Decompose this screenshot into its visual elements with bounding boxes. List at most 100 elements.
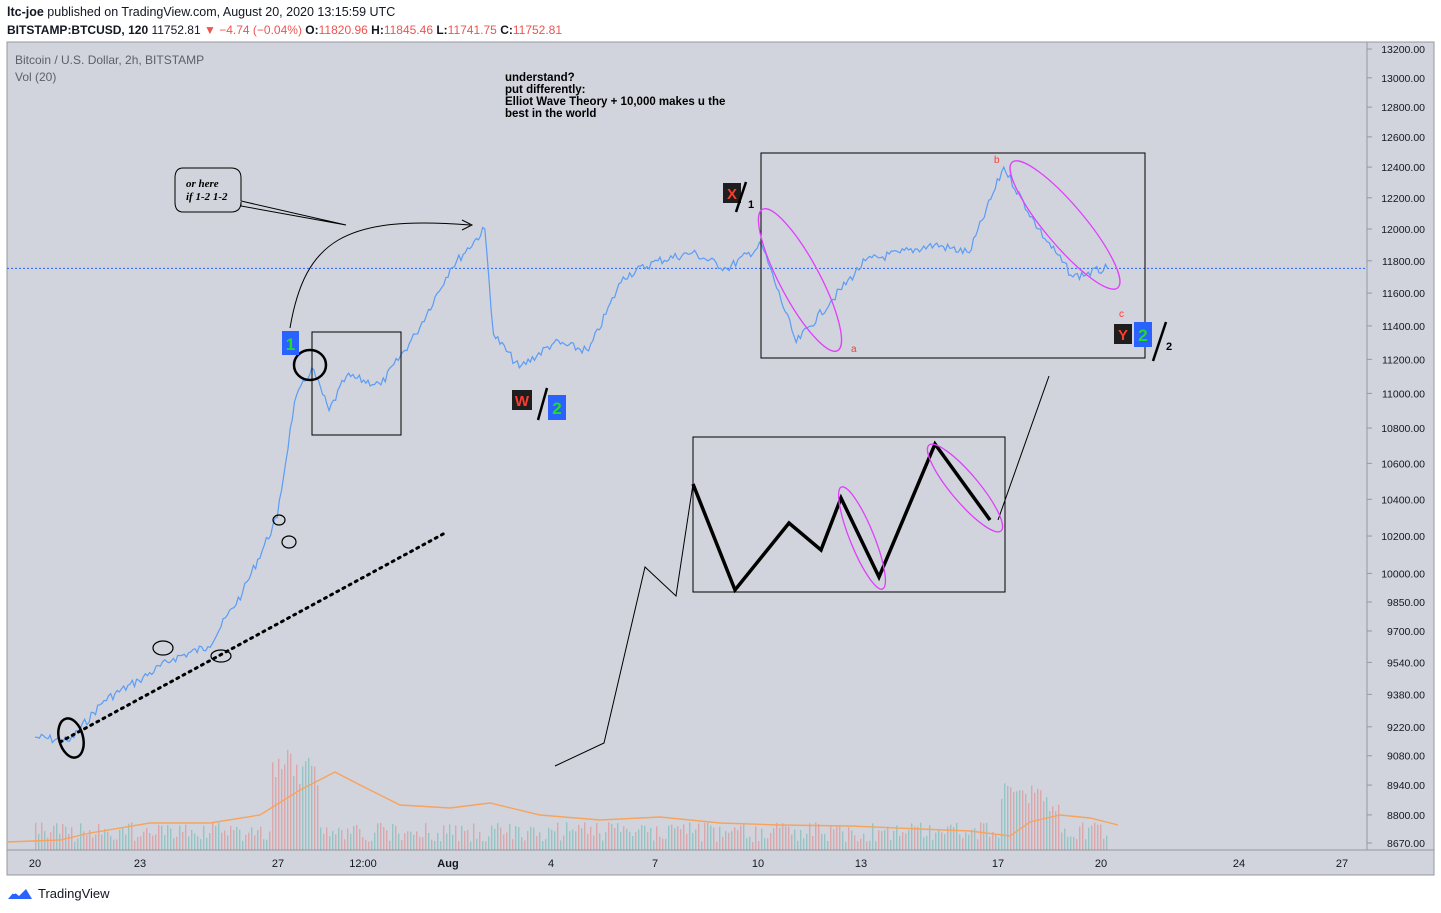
volume-bar [560, 840, 562, 850]
wave-label-2-w-bg [548, 395, 566, 420]
volume-bar [641, 825, 643, 850]
note-text[interactable]: understand? put differently: Elliot Wave… [505, 72, 725, 120]
magenta-ellipse-c[interactable] [997, 149, 1133, 300]
volume-bar [953, 827, 955, 850]
volume-bar [815, 822, 817, 850]
small-ellipse-3[interactable] [272, 514, 286, 526]
x-tick-label: 13 [855, 858, 867, 870]
volume-bar [719, 826, 721, 850]
volume-bar [854, 835, 856, 850]
volume-bar [632, 836, 634, 850]
black-circle-top[interactable] [292, 348, 328, 382]
volume-bar [773, 828, 775, 850]
volume-bar [1070, 836, 1072, 850]
publish-info: ltc-joe published on TradingView.com, Au… [7, 5, 395, 19]
wave-label-1-bg [282, 331, 299, 355]
chart-canvas[interactable]: Bitcoin / U.S. Dollar, 2h, BITSTAMP Vol … [0, 0, 1441, 880]
volume-bar [1064, 828, 1066, 850]
wave-label-2-y-bg [1134, 322, 1152, 347]
magenta-ellipse-sketch-1[interactable] [830, 483, 893, 594]
time-axis[interactable] [7, 850, 1434, 875]
volume-bar [119, 829, 121, 850]
ohlc-bar: BITSTAMP:BTCUSD, 120 11752.81 ▼ −4.74 (−… [7, 23, 562, 37]
volume-bar [212, 822, 214, 850]
volume-bar [338, 827, 340, 850]
volume-bar [521, 837, 523, 850]
wave-label-2-w[interactable]: 2 [548, 395, 566, 420]
wave-label-y[interactable]: Y [1114, 324, 1132, 344]
wave-label-x[interactable]: X [723, 183, 741, 203]
callout-bubble[interactable] [174, 167, 347, 226]
volume-bar [662, 838, 664, 850]
box-consolidation[interactable] [311, 331, 402, 436]
volume-bar [884, 830, 886, 850]
volume-bar [986, 822, 988, 850]
small-ellipse-1[interactable] [152, 640, 174, 656]
volume-bar [173, 838, 175, 850]
symbol-legend-title[interactable]: Bitcoin / U.S. Dollar, 2h, BITSTAMP [15, 53, 204, 67]
volume-bar [59, 833, 61, 850]
volume-bar [983, 823, 985, 850]
volume-bar [1052, 806, 1054, 850]
volume-bar [1100, 824, 1102, 850]
low-label: L: [436, 23, 448, 37]
open-value: 11820.96 [318, 23, 368, 37]
y-tick-label: 13200.00 [1381, 44, 1425, 56]
small-ellipse-2[interactable] [210, 649, 232, 663]
dotted-trendline[interactable] [58, 531, 447, 744]
volume-bar [419, 836, 421, 850]
y-tick-label: 13000.00 [1381, 73, 1425, 85]
y-tick-label: 11800.00 [1382, 256, 1425, 268]
magenta-ellipse-sketch-2[interactable] [918, 436, 1011, 540]
volume-legend-title[interactable]: Vol (20) [15, 70, 56, 84]
wave-label-1[interactable]: 1 [282, 331, 299, 355]
black-circle-start[interactable] [54, 716, 88, 761]
volume-bar [446, 833, 448, 850]
small-ellipse-4[interactable] [281, 535, 297, 549]
volume-bar [584, 822, 586, 850]
volume-bar [1094, 822, 1096, 850]
box-wave-sketch[interactable] [692, 436, 1006, 593]
volume-bar [614, 828, 616, 850]
volume-bar [545, 839, 547, 850]
volume-bar [737, 830, 739, 850]
price-axis[interactable] [1367, 42, 1434, 850]
volume-bar [812, 836, 814, 850]
wave-label-2-y[interactable]: 2 [1134, 322, 1152, 347]
volume-bar [1037, 788, 1039, 850]
volume-bar [893, 830, 895, 850]
volume-bar [599, 833, 601, 850]
volume-bar [668, 825, 670, 850]
volume-bar [395, 825, 397, 850]
tradingview-footer[interactable]: TradingView [6, 886, 110, 901]
volume-bar [251, 827, 253, 850]
volume-bar [47, 837, 49, 850]
volume-bar [266, 839, 268, 850]
volume-bar [1007, 786, 1009, 850]
volume-bar [413, 834, 415, 850]
volume-bar [1046, 797, 1048, 850]
volume-bar [365, 839, 367, 850]
volume-bar [980, 822, 982, 850]
volume-bar [548, 828, 550, 850]
wave-sketch-thick[interactable] [691, 440, 992, 594]
volume-bar [269, 831, 271, 850]
price-line[interactable] [34, 165, 1109, 744]
price-axis-ticks: 13200.00 13000.00 12800.00 12600.00 12400.00… [1367, 44, 1425, 850]
chart-pane[interactable] [7, 42, 1367, 850]
volume-bar [176, 836, 178, 850]
volume-bar [437, 832, 439, 850]
magenta-ellipse-a[interactable] [745, 200, 855, 360]
box-xy-correction[interactable] [760, 152, 1146, 359]
curved-arrow[interactable] [289, 222, 471, 329]
author-name[interactable]: ltc-joe [7, 5, 44, 19]
volume-bar [416, 831, 418, 850]
volume-bar [1019, 790, 1021, 850]
volume-bar [998, 837, 1000, 850]
volume-bar [554, 831, 556, 850]
volume-bar [1073, 836, 1075, 850]
open-label: O: [305, 23, 319, 37]
volume-bar [872, 823, 874, 850]
volume-bar [374, 832, 376, 850]
wave-label-w[interactable]: W [512, 390, 532, 410]
